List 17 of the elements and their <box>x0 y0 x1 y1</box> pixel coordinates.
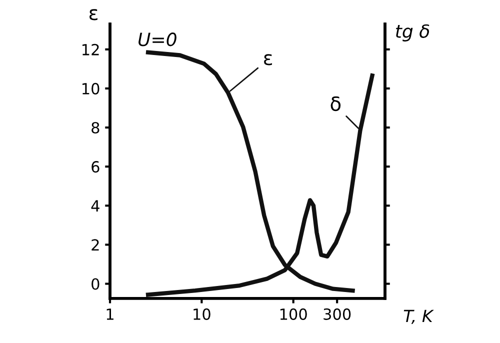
annotation: U=0 <box>138 32 176 46</box>
x-tick-label: 10 <box>194 308 210 320</box>
x-tick-label: 100 <box>280 308 307 320</box>
y-tick-label: 0 <box>92 278 100 290</box>
y-axis-title: ε <box>90 9 98 20</box>
y-tick-label: 2 <box>92 239 99 251</box>
y-tick-label: 12 <box>82 44 99 56</box>
y-tick-label: 8 <box>92 122 100 134</box>
text: ε <box>264 54 272 66</box>
series-label: δ <box>330 96 341 112</box>
x-tick-label: 300 <box>324 308 351 320</box>
y-tick-label: 6 <box>92 161 100 173</box>
y-tick-label: 4 <box>91 200 100 212</box>
x-axis-title: T, K <box>404 310 434 324</box>
y-tick-label: 10 <box>82 82 100 94</box>
y2-axis-title: tg δ <box>396 24 430 42</box>
x-tick-label: 1 <box>106 308 114 320</box>
